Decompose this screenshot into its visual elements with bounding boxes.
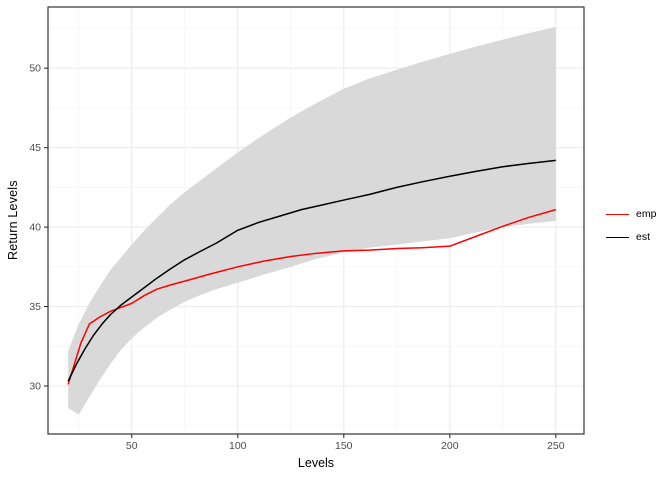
y-axis-title: Return Levels [6,180,20,261]
x-tick-label: 50 [126,440,138,452]
legend-label-est: est [636,231,651,243]
x-tick-label: 200 [441,440,459,452]
legend: emp est [606,207,656,244]
legend-item-est: est [606,230,656,244]
y-tick-label: 45 [29,142,41,154]
legend-key-est-line [606,236,629,238]
x-tick-label: 100 [229,440,247,452]
x-axis-title: Levels [297,456,335,470]
panel-border [47,6,585,435]
legend-item-emp: emp [606,207,656,221]
y-tick-label: 35 [29,301,41,313]
y-tick-label: 30 [29,381,41,393]
x-tick-label: 150 [335,440,353,452]
legend-label-emp: emp [636,208,657,220]
x-tick-label: 250 [547,440,565,452]
emp-line [67,208,557,385]
legend-key-emp-line [606,213,629,215]
confidence-band [68,26,556,415]
y-tick-label: 40 [29,222,41,234]
est-line [67,159,556,382]
y-tick-label: 50 [29,63,41,75]
